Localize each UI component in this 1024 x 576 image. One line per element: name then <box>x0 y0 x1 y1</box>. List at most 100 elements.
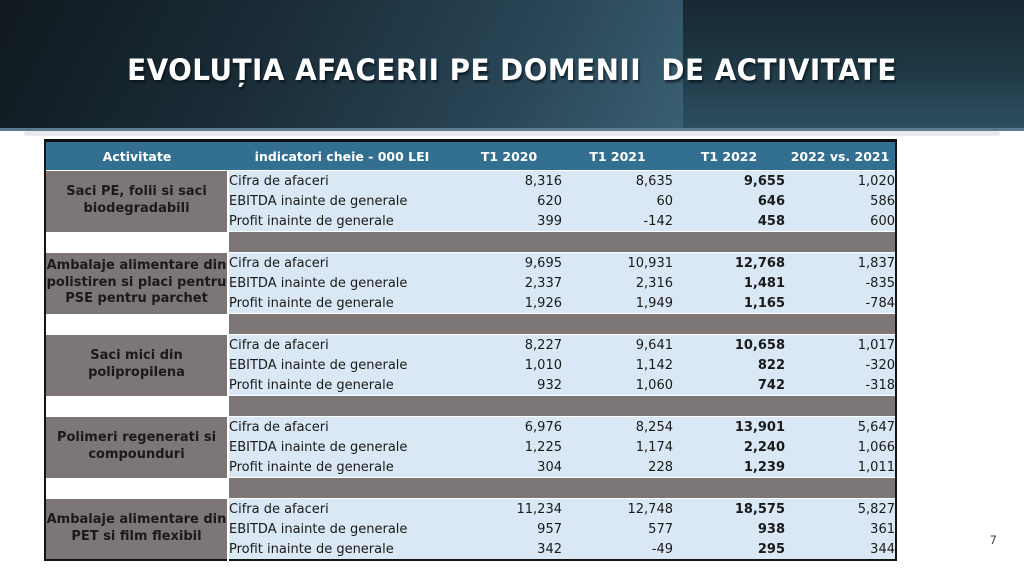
value-cell: 1,481 <box>673 273 785 293</box>
value-cell: 1,837 <box>785 252 896 273</box>
value-cell: 361 <box>785 519 896 539</box>
value-cell: 1,165 <box>673 293 785 314</box>
banner-edge-line <box>0 128 1024 131</box>
value-cell: -835 <box>785 273 896 293</box>
value-cell: 2,316 <box>562 273 673 293</box>
column-header-t1-2020: T1 2020 <box>456 140 562 171</box>
value-cell: 8,635 <box>562 170 673 191</box>
indicator-cell: EBITDA inainte de generale <box>228 273 456 293</box>
activity-table-wrap: Activitate indicatori cheie - 000 LEI T1… <box>44 139 897 561</box>
value-cell: 5,647 <box>785 416 896 437</box>
value-cell: 646 <box>673 191 785 211</box>
value-cell: 5,827 <box>785 498 896 519</box>
column-header-indicatori: indicatori cheie - 000 LEI <box>228 140 456 171</box>
value-cell: 1,020 <box>785 170 896 191</box>
value-cell: 8,316 <box>456 170 562 191</box>
activity-table: Activitate indicatori cheie - 000 LEI T1… <box>44 139 897 561</box>
table-row: Profit inainte de generale 399 -142 458 600 <box>45 211 896 232</box>
title-banner: EVOLUȚIA AFACERII PE DOMENII DE ACTIVITA… <box>0 0 1024 136</box>
value-cell: 344 <box>785 539 896 560</box>
value-cell: 399 <box>456 211 562 232</box>
value-cell: 1,066 <box>785 437 896 457</box>
indicator-cell: EBITDA inainte de generale <box>228 437 456 457</box>
value-cell: 1,017 <box>785 334 896 355</box>
table-row: Profit inainte de generale 932 1,060 742 -31… <box>45 375 896 396</box>
table-row: EBITDA inainte de generale 957 577 938 361 <box>45 519 896 539</box>
separator-row <box>45 231 896 253</box>
table-row: Profit inainte de generale 1,926 1,949 1,16… <box>45 293 896 314</box>
value-cell: 10,658 <box>673 334 785 355</box>
separator-row <box>45 477 896 499</box>
value-cell: 1,225 <box>456 437 562 457</box>
indicator-cell: Profit inainte de generale <box>228 293 456 314</box>
page-title: EVOLUȚIA AFACERII PE DOMENII DE ACTIVITA… <box>127 53 897 87</box>
column-header-t1-2022: T1 2022 <box>673 140 785 171</box>
value-cell: 304 <box>456 457 562 478</box>
table-row: EBITDA inainte de generale 620 60 646 586 <box>45 191 896 211</box>
value-cell: 13,901 <box>673 416 785 437</box>
banner-highlight-band <box>24 131 1000 136</box>
value-cell: 1,949 <box>562 293 673 314</box>
indicator-cell: EBITDA inainte de generale <box>228 191 456 211</box>
value-cell: 60 <box>562 191 673 211</box>
indicator-cell: Profit inainte de generale <box>228 457 456 478</box>
table-row: EBITDA inainte de generale 1,010 1,142 822-… <box>45 355 896 375</box>
value-cell: 1,926 <box>456 293 562 314</box>
value-cell: 957 <box>456 519 562 539</box>
value-cell: 18,575 <box>673 498 785 519</box>
activity-cell: Saci PE, folii si saci biodegradabili <box>45 170 229 232</box>
value-cell: 1,011 <box>785 457 896 478</box>
banner-left-panel <box>0 0 683 128</box>
indicator-cell: Cifra de afaceri <box>228 252 456 273</box>
table-row: Ambalaje alimentare din PET si film flex… <box>45 498 896 560</box>
separator-row <box>45 395 896 417</box>
value-cell: 938 <box>673 519 785 539</box>
table-row: Polimeri regenerati si compounduri Cifra … <box>45 416 896 478</box>
indicator-cell: Cifra de afaceri <box>228 334 456 355</box>
value-cell: 342 <box>456 539 562 560</box>
activity-cell: Ambalaje alimentare din polistiren si pl… <box>45 252 229 314</box>
value-cell: 1,239 <box>673 457 785 478</box>
indicator-cell: Cifra de afaceri <box>228 416 456 437</box>
value-cell: -142 <box>562 211 673 232</box>
value-cell: 228 <box>562 457 673 478</box>
separator-left-cell <box>45 313 228 335</box>
indicator-cell: Profit inainte de generale <box>228 375 456 396</box>
separator-left-cell <box>45 395 228 417</box>
indicator-cell: EBITDA inainte de generale <box>228 355 456 375</box>
value-cell: 12,768 <box>673 252 785 273</box>
separator-gray-cell <box>227 231 896 253</box>
value-cell: 12,748 <box>562 498 673 519</box>
banner-right-panel <box>683 0 1024 128</box>
table-row: Profit inainte de generale 342 -49 295 344 <box>45 539 896 560</box>
value-cell: 2,337 <box>456 273 562 293</box>
activity-cell: Ambalaje alimentare din PET si film flex… <box>45 498 229 560</box>
value-cell: 458 <box>673 211 785 232</box>
value-cell: 9,641 <box>562 334 673 355</box>
value-cell: 2,240 <box>673 437 785 457</box>
table-row: Ambalaje alimentare din polistiren si pl… <box>45 252 896 314</box>
value-cell: 742 <box>673 375 785 396</box>
value-cell: 822 <box>673 355 785 375</box>
separator-left-cell <box>45 231 228 253</box>
separator-gray-cell <box>227 477 896 499</box>
value-cell: -320 <box>785 355 896 375</box>
activity-cell: Polimeri regenerati si compounduri <box>45 416 229 478</box>
table-row: Profit inainte de generale 304 228 1,239 1,0… <box>45 457 896 478</box>
column-header-activitate: Activitate <box>45 140 228 171</box>
table-row: EBITDA inainte de generale 2,337 2,316 1,48… <box>45 273 896 293</box>
value-cell: 9,655 <box>673 170 785 191</box>
value-cell: 932 <box>456 375 562 396</box>
value-cell: -318 <box>785 375 896 396</box>
separator-left-cell <box>45 477 228 499</box>
value-cell: 620 <box>456 191 562 211</box>
value-cell: 10,931 <box>562 252 673 273</box>
value-cell: 6,976 <box>456 416 562 437</box>
value-cell: -49 <box>562 539 673 560</box>
value-cell: 8,254 <box>562 416 673 437</box>
value-cell: 8,227 <box>456 334 562 355</box>
value-cell: 295 <box>673 539 785 560</box>
value-cell: 1,010 <box>456 355 562 375</box>
column-header-2022-vs-2021: 2022 vs. 2021 <box>785 140 896 171</box>
